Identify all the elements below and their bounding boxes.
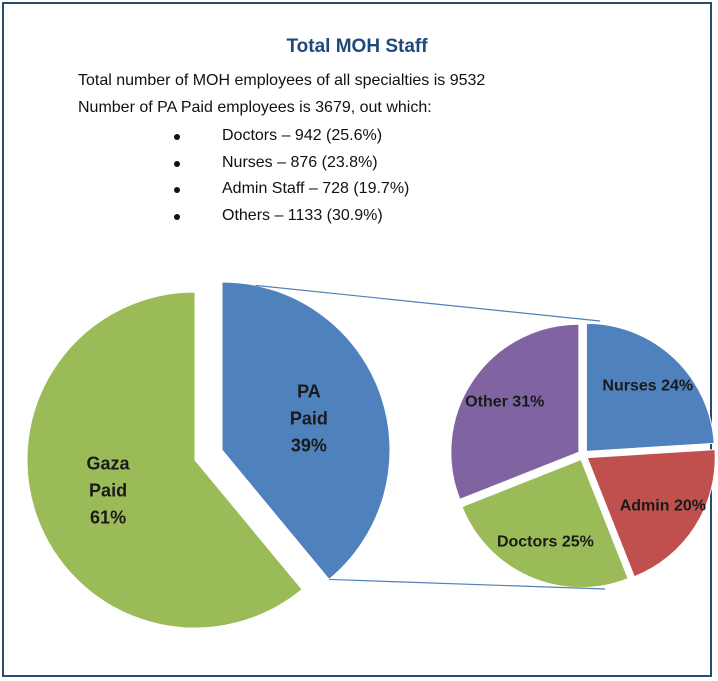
pie-slice xyxy=(586,449,716,578)
bullet-text: Admin Staff – 728 (19.7%) xyxy=(222,180,410,197)
data-label: Gaza Paid 61% xyxy=(78,451,138,532)
data-label: PA Paid 39% xyxy=(279,378,339,459)
data-label: Nurses 24% xyxy=(602,373,693,400)
pie-slice xyxy=(461,458,629,589)
pie-slice xyxy=(221,281,391,581)
category-label: PA Paid xyxy=(289,381,328,429)
bullet-text: Nurses – 876 (23.8%) xyxy=(222,153,378,171)
value-label: 24% xyxy=(661,377,694,395)
value-label: 25% xyxy=(561,533,594,551)
bullet-dot xyxy=(174,187,180,193)
bullet-text: Doctors – 942 (25.6%) xyxy=(222,127,383,144)
text-line: Number of PA Paid employees is 3679, out… xyxy=(78,99,432,116)
value-label: 61% xyxy=(90,507,127,528)
pie-slice xyxy=(26,291,303,629)
data-label: Admin 20% xyxy=(620,492,706,519)
pie-slice xyxy=(450,323,580,500)
value-label: 39% xyxy=(290,435,327,456)
data-label: Other 31% xyxy=(465,388,544,415)
value-label: 20% xyxy=(673,497,706,515)
category-label: Gaza Paid xyxy=(86,453,130,501)
pie-slice xyxy=(585,322,715,452)
data-label: Doctors 25% xyxy=(497,528,594,555)
category-label: Doctors xyxy=(496,533,558,551)
bullet-dot xyxy=(174,134,180,140)
value-label: 31% xyxy=(512,393,545,411)
category-label: Other xyxy=(465,393,508,411)
title: Total MOH Staff xyxy=(286,36,428,57)
connector-line xyxy=(255,284,601,322)
bullet-dot xyxy=(174,213,180,220)
connector-line xyxy=(329,578,606,590)
bullet-dot xyxy=(174,160,180,167)
category-label: Admin xyxy=(619,497,670,515)
text-line: Total number of MOH employees of all spe… xyxy=(78,72,486,89)
bullet-text: Others – 1133 (30.9%) xyxy=(222,206,383,224)
category-label: Nurses xyxy=(602,377,657,395)
